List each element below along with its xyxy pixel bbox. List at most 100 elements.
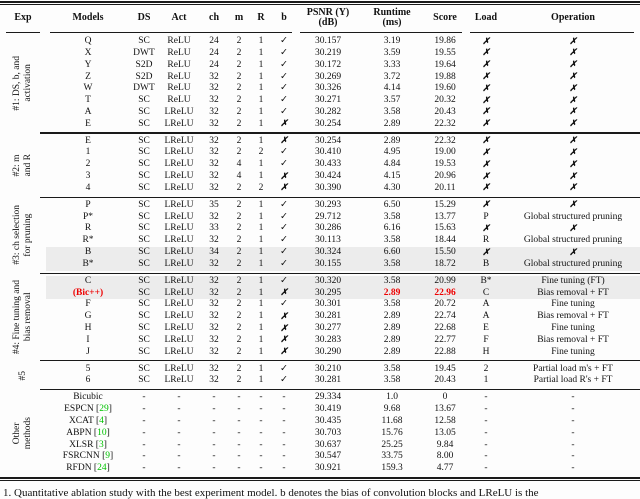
cell-models: FSRCNN [9] <box>62 451 114 462</box>
cell-load: - <box>484 404 488 415</box>
check-icon: ✓ <box>280 95 288 106</box>
cell-score: 22.32 <box>434 118 456 129</box>
cell-runtime: 3.33 <box>383 59 401 70</box>
check-icon: ✓ <box>280 223 288 234</box>
cell-b: ✗ <box>272 323 296 335</box>
cell-operation: ✗ <box>506 83 640 95</box>
cell-r: 1 <box>258 287 264 298</box>
cell-b: ✓ <box>272 259 296 270</box>
cell-act: ReLU <box>167 47 191 58</box>
cell-load: R <box>482 235 490 246</box>
cross-icon: ✗ <box>280 310 288 321</box>
table-row: I SC LReLU 32 2 1 ✗ 30.283 2.89 22.77 F Bias remova… <box>46 335 640 347</box>
cell-models: 1 <box>85 147 91 158</box>
cell-psnr: 30.113 <box>315 235 341 246</box>
cell-r: 1 <box>258 311 264 322</box>
cell-r: 1 <box>258 211 264 222</box>
citation-number: 10 <box>97 427 107 438</box>
cell-m: 2 <box>236 106 242 117</box>
cross-icon: ✗ <box>482 82 490 93</box>
table-row: X DWT ReLU 24 2 1 ✓ 30.219 3.59 19.55 ✗ ✗ <box>46 48 640 60</box>
cell-runtime: 2.89 <box>383 323 401 334</box>
table-row: F SC LReLU 32 2 1 ✓ 30.301 3.58 20.72 A Fine tuning <box>46 299 640 311</box>
cell-act: ReLU <box>167 59 191 70</box>
cell-ds: SC <box>138 147 150 158</box>
cell-load: ✗ <box>466 107 506 118</box>
cell-load: E <box>483 323 489 334</box>
cell-m: 2 <box>236 334 242 345</box>
cell-b: ✓ <box>272 48 296 59</box>
cell-runtime: 3.58 <box>383 211 401 222</box>
cell-score: 22.68 <box>434 323 456 334</box>
cell-psnr: 30.324 <box>314 247 342 258</box>
cell-r: 1 <box>258 135 264 146</box>
cell-models: XLSR [3] <box>69 439 107 450</box>
cell-psnr: 30.921 <box>314 463 342 474</box>
table-row: R SC LReLU 33 2 1 ✓ 30.286 6.16 15.63 ✗ ✗ <box>46 223 640 235</box>
cell-m: - <box>237 392 241 403</box>
cell-score: 19.55 <box>434 47 456 58</box>
cell-ch: - <box>212 463 216 474</box>
cell-models: Bicubic <box>73 392 103 403</box>
cell-load: A <box>482 299 490 310</box>
cell-r: 1 <box>258 363 264 374</box>
cell-operation: Fine tuning <box>551 299 595 310</box>
cell-load: - <box>484 451 488 462</box>
cell-models: G <box>84 311 92 322</box>
cell-ch: 32 <box>209 83 219 94</box>
experiment-section: #2: m and R E SC LReLU 32 2 1 ✗ 30.254 2.89 22.32 ✗… <box>0 134 640 197</box>
cell-m: 2 <box>236 375 242 386</box>
cell-m: - <box>237 439 241 450</box>
cell-ds: SC <box>138 223 150 234</box>
cell-ch: 33 <box>209 223 219 234</box>
cell-psnr: 30.271 <box>314 95 342 106</box>
cell-act: LReLU <box>164 211 194 222</box>
cell-b: - <box>282 392 286 403</box>
cell-models: W <box>83 83 93 94</box>
cell-r: 1 <box>258 71 264 82</box>
cell-load: C <box>482 287 490 298</box>
cross-icon: ✗ <box>482 35 490 46</box>
cell-load: ✗ <box>466 72 506 83</box>
cell-m: 2 <box>236 287 242 298</box>
cell-b: ✗ <box>272 136 296 147</box>
cell-act: LReLU <box>164 334 194 345</box>
cell-load: ✗ <box>466 171 506 183</box>
cell-act: LReLU <box>164 159 194 170</box>
cell-ch: 24 <box>209 47 219 58</box>
cell-act: LReLU <box>164 346 194 357</box>
cell-r: 1 <box>258 118 264 129</box>
cell-ch: 32 <box>209 159 219 170</box>
cell-runtime: 33.75 <box>381 451 403 462</box>
cell-load: B <box>482 258 490 269</box>
cell-psnr: 29.712 <box>314 211 342 222</box>
cell-act: LReLU <box>164 275 194 286</box>
cell-m: 2 <box>236 83 242 94</box>
cell-operation: ✗ <box>506 183 640 194</box>
cell-models: R <box>84 223 92 234</box>
cell-models: 3 <box>85 171 91 182</box>
cell-load: A <box>482 311 490 322</box>
cell-b: - <box>282 451 286 462</box>
cell-runtime: 3.58 <box>383 275 401 286</box>
cell-score: 20.72 <box>434 299 456 310</box>
cell-act: LReLU <box>164 223 194 234</box>
cell-runtime: 3.58 <box>383 235 401 246</box>
cell-runtime: 4.95 <box>383 147 401 158</box>
cell-models: ABPN [10] <box>66 427 110 438</box>
cell-ds: SC <box>138 182 150 193</box>
cell-models: 4 <box>85 182 91 193</box>
exp-group-label-text: Other methods <box>12 417 33 450</box>
cell-b: - <box>282 427 286 438</box>
cell-models: J <box>86 346 90 357</box>
cell-models: T <box>85 95 91 106</box>
cell-m: 2 <box>236 299 242 310</box>
cell-act: LReLU <box>164 299 194 310</box>
cell-psnr: 30.435 <box>314 415 342 426</box>
table-row: Z S2D ReLU 32 2 1 ✓ 30.269 3.72 19.88 ✗ ✗ <box>46 71 640 83</box>
cell-load: B* <box>480 275 492 286</box>
cell-ds: SC <box>138 323 150 334</box>
cell-act: LReLU <box>164 135 194 146</box>
cell-m: 2 <box>236 223 242 234</box>
